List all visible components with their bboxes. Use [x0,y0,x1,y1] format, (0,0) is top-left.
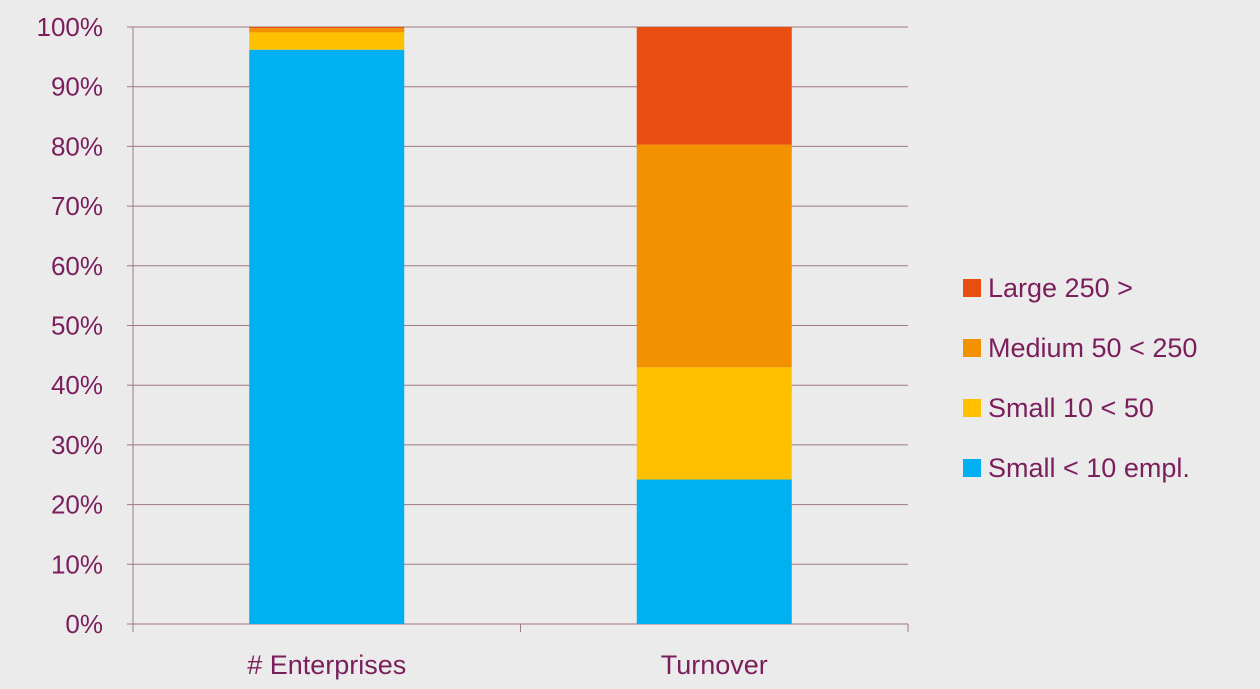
legend-label: Medium 50 < 250 [988,333,1197,363]
y-tick-label: 70% [51,191,103,221]
legend-label: Small 10 < 50 [988,393,1154,423]
y-tick-label: 40% [51,370,103,400]
bar-segment-large-250-0 [249,27,405,29]
y-tick-label: 10% [51,549,103,579]
x-category-labels: # Enterprises Turnover [247,650,768,680]
bar-segment-medium-50-250-0 [249,28,405,33]
legend-label: Small < 10 empl. [988,453,1190,483]
y-tick-label: 50% [51,311,103,341]
legend-label: Large 250 > [988,273,1133,303]
legend-swatch [963,339,981,357]
legend: Large 250 > Medium 50 < 250 Small 10 < 50 S… [963,273,1197,483]
x-category-label: Turnover [661,650,768,680]
bar-segment-small-10-50-1 [636,367,792,480]
y-tick-label: 30% [51,430,103,460]
bar-segment-large-250-1 [636,27,792,145]
bar-segment-medium-50-250-1 [636,144,792,368]
legend-swatch [963,459,981,477]
y-tick-label: 60% [51,251,103,281]
x-category-label: # Enterprises [247,650,406,680]
bar-segment-small-10-empl-0 [249,49,405,625]
y-tick-label: 80% [51,131,103,161]
legend-swatch [963,399,981,417]
bar-segment-small-10-50-0 [249,32,405,50]
bars [249,27,792,625]
bar-segment-small-10-empl-1 [636,479,792,624]
y-tick-labels: 0% 10% 20% 30% 40% 50% 60% 70% 80% 90% 100% [37,12,104,639]
y-tick-label: 20% [51,490,103,520]
y-tick-label: 100% [37,12,104,42]
y-tick-label: 90% [51,72,103,102]
y-tick-label: 0% [65,609,103,639]
legend-swatch [963,279,981,297]
